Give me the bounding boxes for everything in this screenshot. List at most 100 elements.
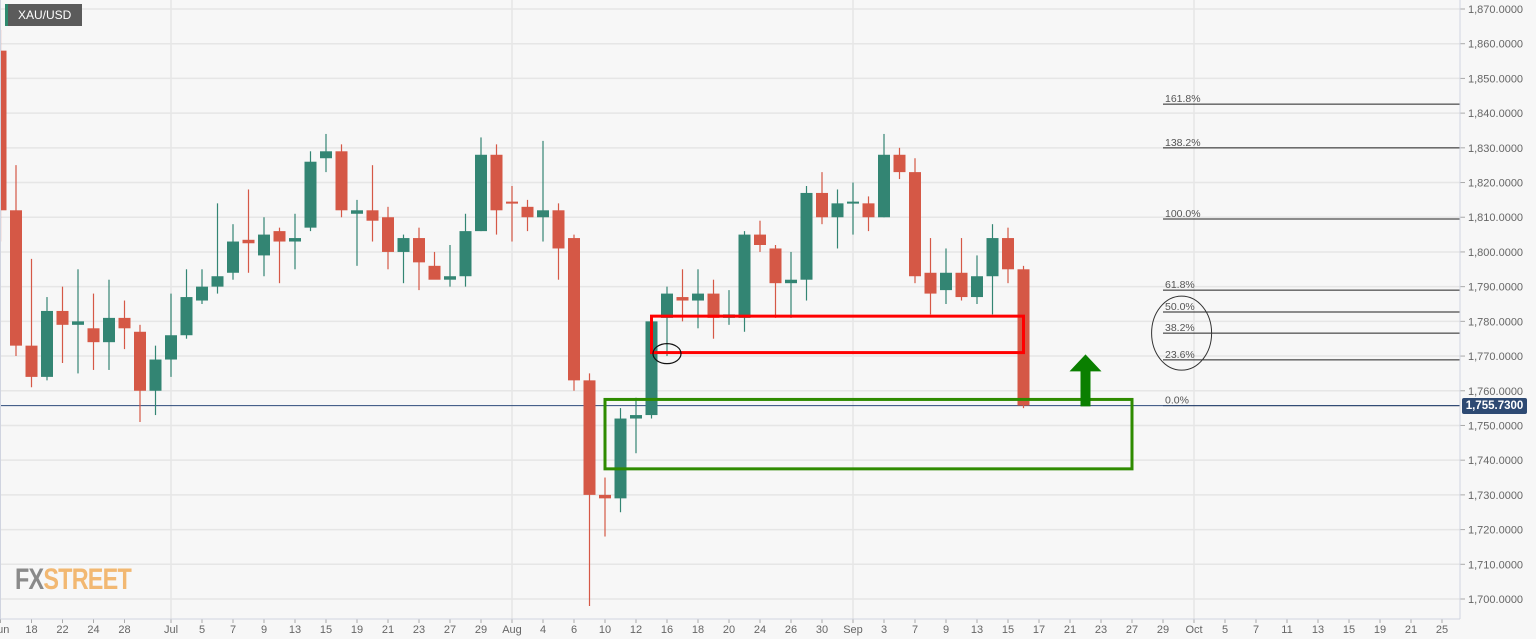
candle-down xyxy=(769,248,782,284)
candle-up xyxy=(831,203,844,218)
x-tick-label: 7 xyxy=(1253,624,1259,636)
candle-down xyxy=(909,172,921,277)
fibonacci-levels: 161.8% 138.2% 100.0% 61.8% 50.0% 38.2% 23.6% 0.… xyxy=(1163,93,1460,407)
fib-label: 100.0% xyxy=(1165,208,1201,220)
candle-up xyxy=(645,321,658,416)
x-axis: Jun 18 22 24 28 Jul 5 7 9 13 15 19 21 23 27 29 Aug 4 6 10 12… xyxy=(0,619,1448,636)
y-tick-label: 1,700.0000 xyxy=(1468,594,1523,606)
y-tick-label: 1,720.0000 xyxy=(1468,525,1523,537)
small-circle-marker xyxy=(652,343,682,365)
candle-up xyxy=(320,151,332,159)
fib-label: 161.8% xyxy=(1165,93,1201,105)
candle-up xyxy=(351,210,363,214)
x-tick-label: 24 xyxy=(87,624,99,636)
x-tick-label: 5 xyxy=(199,624,205,636)
x-tick-label: 15 xyxy=(1002,624,1014,636)
candle-down xyxy=(599,494,611,499)
candle-down xyxy=(335,151,348,211)
x-tick-label: 22 xyxy=(56,624,68,636)
x-tick-label: Jun xyxy=(0,624,9,636)
x-tick-label: Aug xyxy=(502,624,522,636)
x-tick-label: 25 xyxy=(1436,624,1448,636)
candle-down xyxy=(955,272,968,298)
y-tick-label: 1,810.0000 xyxy=(1468,212,1523,224)
candle-up xyxy=(738,234,751,318)
x-tick-label: 23 xyxy=(413,624,425,636)
x-tick-label: 15 xyxy=(1343,624,1355,636)
annotations xyxy=(603,295,1213,471)
logo-part-fx: FX xyxy=(15,563,44,596)
symbol-label[interactable]: XAU/USD xyxy=(5,4,82,26)
candle-down xyxy=(118,317,131,329)
fib-label: 0.0% xyxy=(1165,395,1189,407)
fib-label: 23.6% xyxy=(1165,349,1195,361)
x-tick-label: 27 xyxy=(1126,624,1138,636)
candle-down xyxy=(134,331,146,391)
candle-up xyxy=(847,201,859,204)
y-axis: 1,870.0000 1,860.0000 1,850.0000 1,840.0000… xyxy=(1460,4,1523,606)
candle-up xyxy=(614,418,627,499)
support-zone-box xyxy=(603,397,1134,471)
candle-down xyxy=(273,231,286,242)
x-tick-label: 16 xyxy=(661,624,673,636)
x-tick-label: 6 xyxy=(571,624,577,636)
candle-up xyxy=(289,238,301,242)
y-tick-label: 1,860.0000 xyxy=(1468,39,1523,51)
x-tick-label: 29 xyxy=(1157,624,1169,636)
y-tick-label: 1,780.0000 xyxy=(1468,316,1523,328)
candle-down xyxy=(676,297,689,301)
x-tick-label: 28 xyxy=(118,624,130,636)
x-tick-label: 21 xyxy=(382,624,394,636)
fib-label: 50.0% xyxy=(1165,301,1195,313)
y-tick-label: 1,820.0000 xyxy=(1468,178,1523,190)
x-tick-label: 20 xyxy=(723,624,735,636)
x-tick-label: 5 xyxy=(1222,624,1228,636)
candle-up xyxy=(149,359,162,391)
gridlines xyxy=(0,0,1460,619)
x-tick-label: 12 xyxy=(630,624,642,636)
x-tick-label: 10 xyxy=(599,624,611,636)
candle-up xyxy=(165,335,177,360)
candle-up xyxy=(971,276,983,298)
current-price-tag: 1,755.7300 xyxy=(1462,398,1527,414)
x-tick-label: 19 xyxy=(351,624,363,636)
x-tick-label: 27 xyxy=(444,624,456,636)
candle-down xyxy=(413,238,425,263)
y-tick-label: 1,730.0000 xyxy=(1468,490,1523,502)
candle-down xyxy=(242,239,255,244)
y-tick-label: 1,850.0000 xyxy=(1468,73,1523,85)
candle-down xyxy=(428,265,441,280)
candle-up xyxy=(986,238,999,277)
candle-up xyxy=(211,276,224,287)
candle-up xyxy=(475,154,487,232)
candle-down xyxy=(1002,238,1014,270)
x-tick-label: 19 xyxy=(1374,624,1386,636)
y-tick-label: 1,790.0000 xyxy=(1468,282,1523,294)
x-tick-label: 29 xyxy=(475,624,487,636)
candle-down xyxy=(816,192,828,218)
candle-down xyxy=(754,234,766,246)
x-tick-label: 9 xyxy=(943,624,949,636)
candle-up xyxy=(878,154,890,218)
fib-circle-marker xyxy=(1151,295,1213,371)
x-tick-label: 24 xyxy=(754,624,766,636)
candle-down xyxy=(366,210,379,221)
x-tick-label: 13 xyxy=(1312,624,1324,636)
candle-up xyxy=(785,279,797,284)
candle-down xyxy=(924,272,937,294)
fib-label: 61.8% xyxy=(1165,279,1195,291)
resistance-zone-box xyxy=(650,314,1025,355)
candles xyxy=(0,29,1030,606)
x-tick-label: 18 xyxy=(692,624,704,636)
y-tick-label: 1,770.0000 xyxy=(1468,351,1523,363)
candle-up xyxy=(304,161,317,228)
candle-up xyxy=(258,234,270,256)
candle-up xyxy=(940,272,952,291)
candle-down xyxy=(56,310,69,325)
up-arrow-icon xyxy=(1069,354,1102,407)
candle-down xyxy=(25,345,38,377)
x-tick-label: Jul xyxy=(164,624,178,636)
logo-part-street: STREET xyxy=(43,563,131,596)
x-tick-label: 15 xyxy=(320,624,332,636)
